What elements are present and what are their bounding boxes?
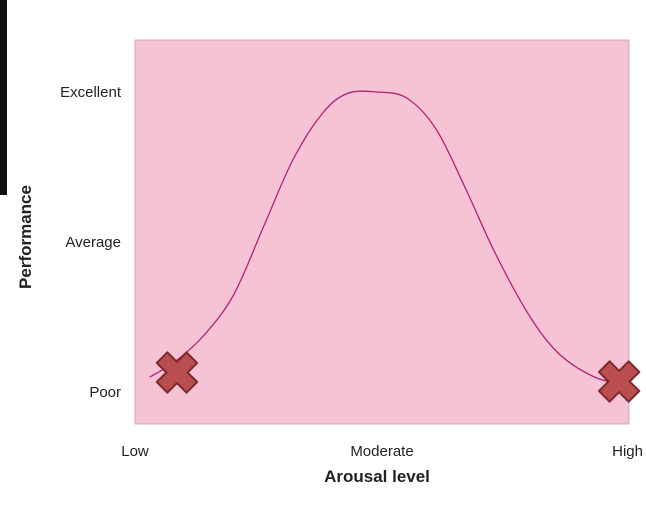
plot-area [134,39,630,425]
performance-curve-line [149,90,625,386]
high-arousal-cross-marker [598,360,641,403]
x-axis-title: Arousal level [324,467,430,486]
low-arousal-cross-marker [155,351,199,394]
left-edge-bar [0,0,7,195]
curve-layer [149,90,625,386]
x-tick-label: Low [121,443,149,460]
y-tick-label: Poor [89,384,121,401]
x-tick-label: High [612,443,643,460]
y-axis-title: Performance [16,185,35,289]
x-tick-labels: Low Moderate High [121,443,643,460]
x-tick-label: Moderate [350,443,413,460]
y-tick-labels: Poor Average Excellent [60,84,122,401]
y-tick-label: Excellent [60,84,122,101]
marker-layer [155,351,641,403]
y-tick-label: Average [65,234,121,251]
